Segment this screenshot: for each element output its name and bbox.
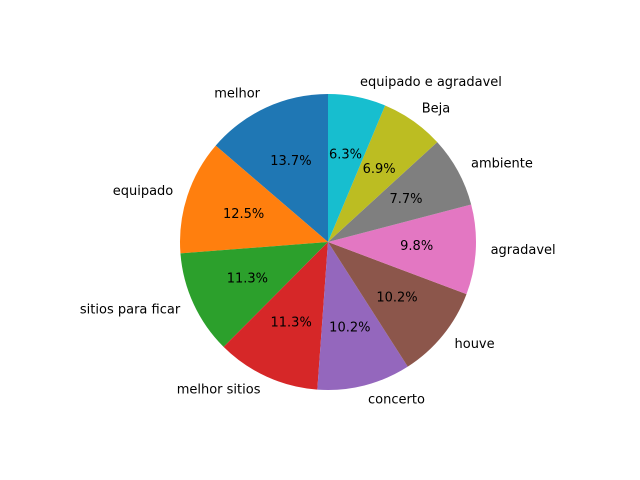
slice-percent-label: 9.8% [400,239,433,254]
slice-label: equipado [113,184,174,199]
slice-label: melhor [214,87,260,102]
slice-percent-label: 6.3% [329,147,362,162]
slice-label: sitios para ficar [80,303,181,318]
slice-label: concerto [368,392,425,407]
slice-percent-label: 10.2% [376,290,417,305]
slice-percent-label: 13.7% [270,154,311,169]
pie-slice [223,242,328,390]
slice-label: houve [455,337,495,352]
slice-percent-label: 10.2% [329,321,370,336]
slice-label: agradavel [491,243,556,258]
pie-slice [328,94,386,242]
slice-percent-label: 11.3% [271,315,312,330]
slice-percent-label: 7.7% [389,192,422,207]
slice-label: ambiente [471,157,533,172]
slice-percent-label: 6.9% [363,162,396,177]
pie-slice [328,142,472,242]
pie-labels: melhor 13.7% equipado 12.5% sitios para fica… [80,75,556,407]
slice-percent-label: 12.5% [223,207,264,222]
pie-slice [215,94,328,242]
pie-slice [317,242,408,390]
slice-label: equipado e agradavel [360,75,502,90]
pie-slice [328,242,467,367]
pie-slice [328,105,438,242]
pie-slice [180,242,328,347]
slice-label: melhor sitios [177,383,261,398]
slice-percent-label: 11.3% [227,272,268,287]
pie-slice [179,145,328,254]
pie-slices [179,94,477,390]
slice-label: Beja [422,101,451,116]
pie-slice [328,204,477,295]
